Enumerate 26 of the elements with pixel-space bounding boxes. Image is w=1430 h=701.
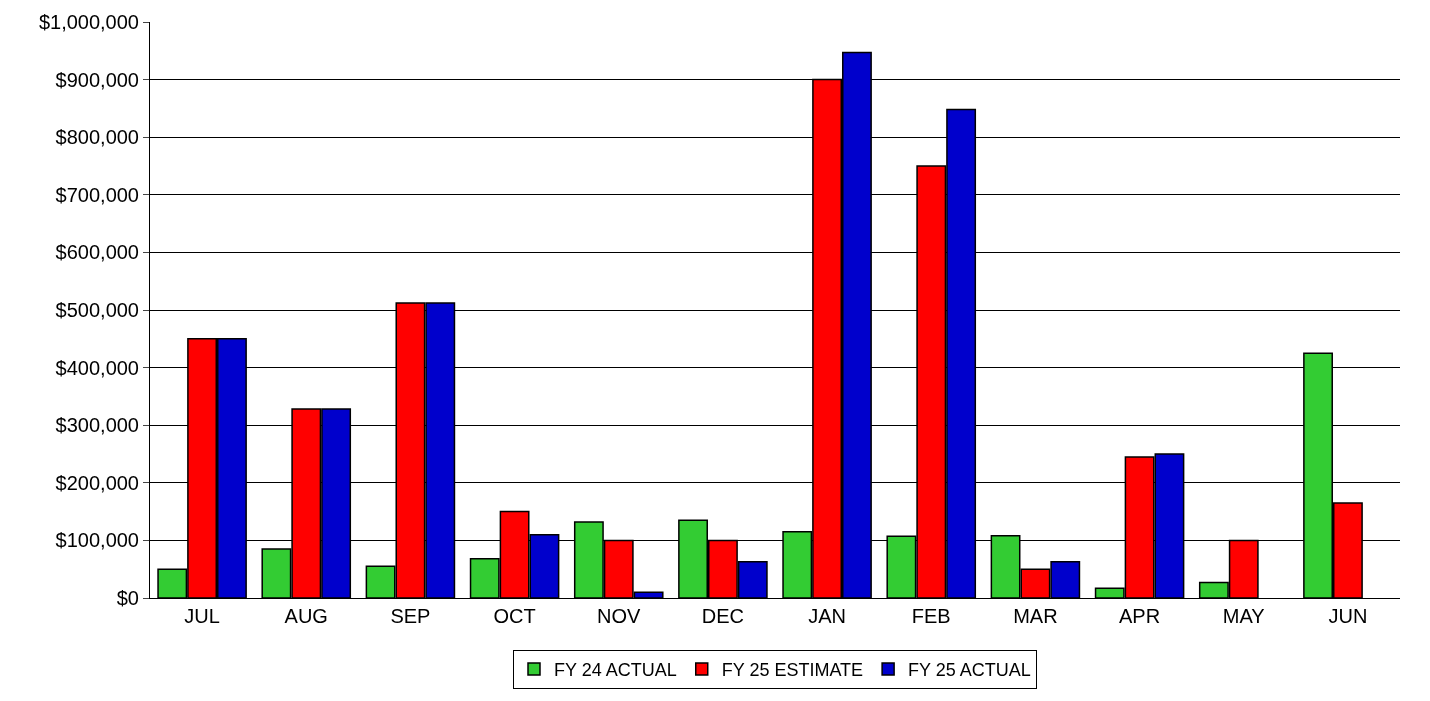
y-tick-label: $100,000 <box>55 529 139 552</box>
y-tick-label: $1,000,000 <box>38 11 139 33</box>
x-tick-label: OCT <box>493 605 536 627</box>
x-tick-label: MAR <box>1013 605 1058 627</box>
y-tick-label: $400,000 <box>55 356 139 379</box>
y-tick-label: $700,000 <box>55 183 139 206</box>
x-tick-label: NOV <box>597 605 642 627</box>
legend-label: FY 25 ACTUAL <box>908 660 1031 681</box>
x-tick-label: DEC <box>701 605 745 627</box>
y-tick-label: $300,000 <box>55 414 139 437</box>
y-tick-label: $500,000 <box>55 299 139 321</box>
y-tick-label: $600,000 <box>55 241 139 264</box>
y-tick-label: $0 <box>116 587 139 609</box>
y-tick-label: $900,000 <box>55 68 139 91</box>
x-tick-label: JUL <box>184 605 220 627</box>
x-tick-label: JUN <box>1328 605 1368 627</box>
x-tick-label: APR <box>1119 605 1161 627</box>
legend-label: FY 24 ACTUAL <box>554 660 677 681</box>
y-tick-label: $200,000 <box>55 471 139 494</box>
y-tick-label: $800,000 <box>55 126 139 149</box>
x-tick-label: FEB <box>911 605 951 627</box>
legend-label: FY 25 ESTIMATE <box>721 660 864 681</box>
x-tick-label: AUG <box>284 605 328 627</box>
x-tick-label: SEP <box>390 605 431 627</box>
x-tick-label: MAY <box>1222 605 1265 627</box>
x-tick-label: JAN <box>808 605 846 627</box>
